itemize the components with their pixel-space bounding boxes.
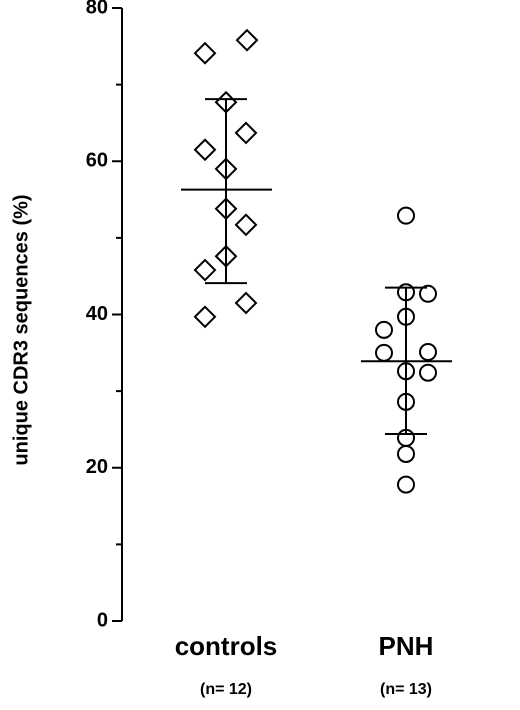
- n-label: (n= 12): [200, 681, 252, 698]
- x-tick-label: controls: [175, 631, 278, 661]
- data-point: [193, 41, 217, 65]
- data-point: [193, 258, 217, 282]
- y-tick-label: 60: [86, 150, 108, 172]
- y-tick-label: 0: [97, 609, 108, 631]
- data-point: [397, 444, 415, 463]
- data-point: [234, 121, 258, 145]
- data-point: [193, 305, 217, 329]
- y-tick-label: 40: [86, 303, 108, 325]
- data-point: [235, 28, 259, 52]
- y-tick-label: 80: [86, 0, 108, 18]
- y-tick-label: 20: [86, 456, 108, 478]
- x-tick-label: PNH: [379, 631, 434, 661]
- data-point: [234, 291, 258, 315]
- data-point: [193, 138, 217, 162]
- data-point: [397, 206, 415, 225]
- data-point: [375, 343, 393, 362]
- n-label: (n= 13): [380, 681, 432, 698]
- data-point: [419, 284, 437, 303]
- data-point: [419, 363, 437, 382]
- data-point: [234, 213, 258, 237]
- y-axis-label: unique CDR3 sequences (%): [10, 194, 32, 465]
- data-point: [397, 475, 415, 494]
- data-point: [419, 343, 437, 362]
- data-point: [375, 320, 393, 339]
